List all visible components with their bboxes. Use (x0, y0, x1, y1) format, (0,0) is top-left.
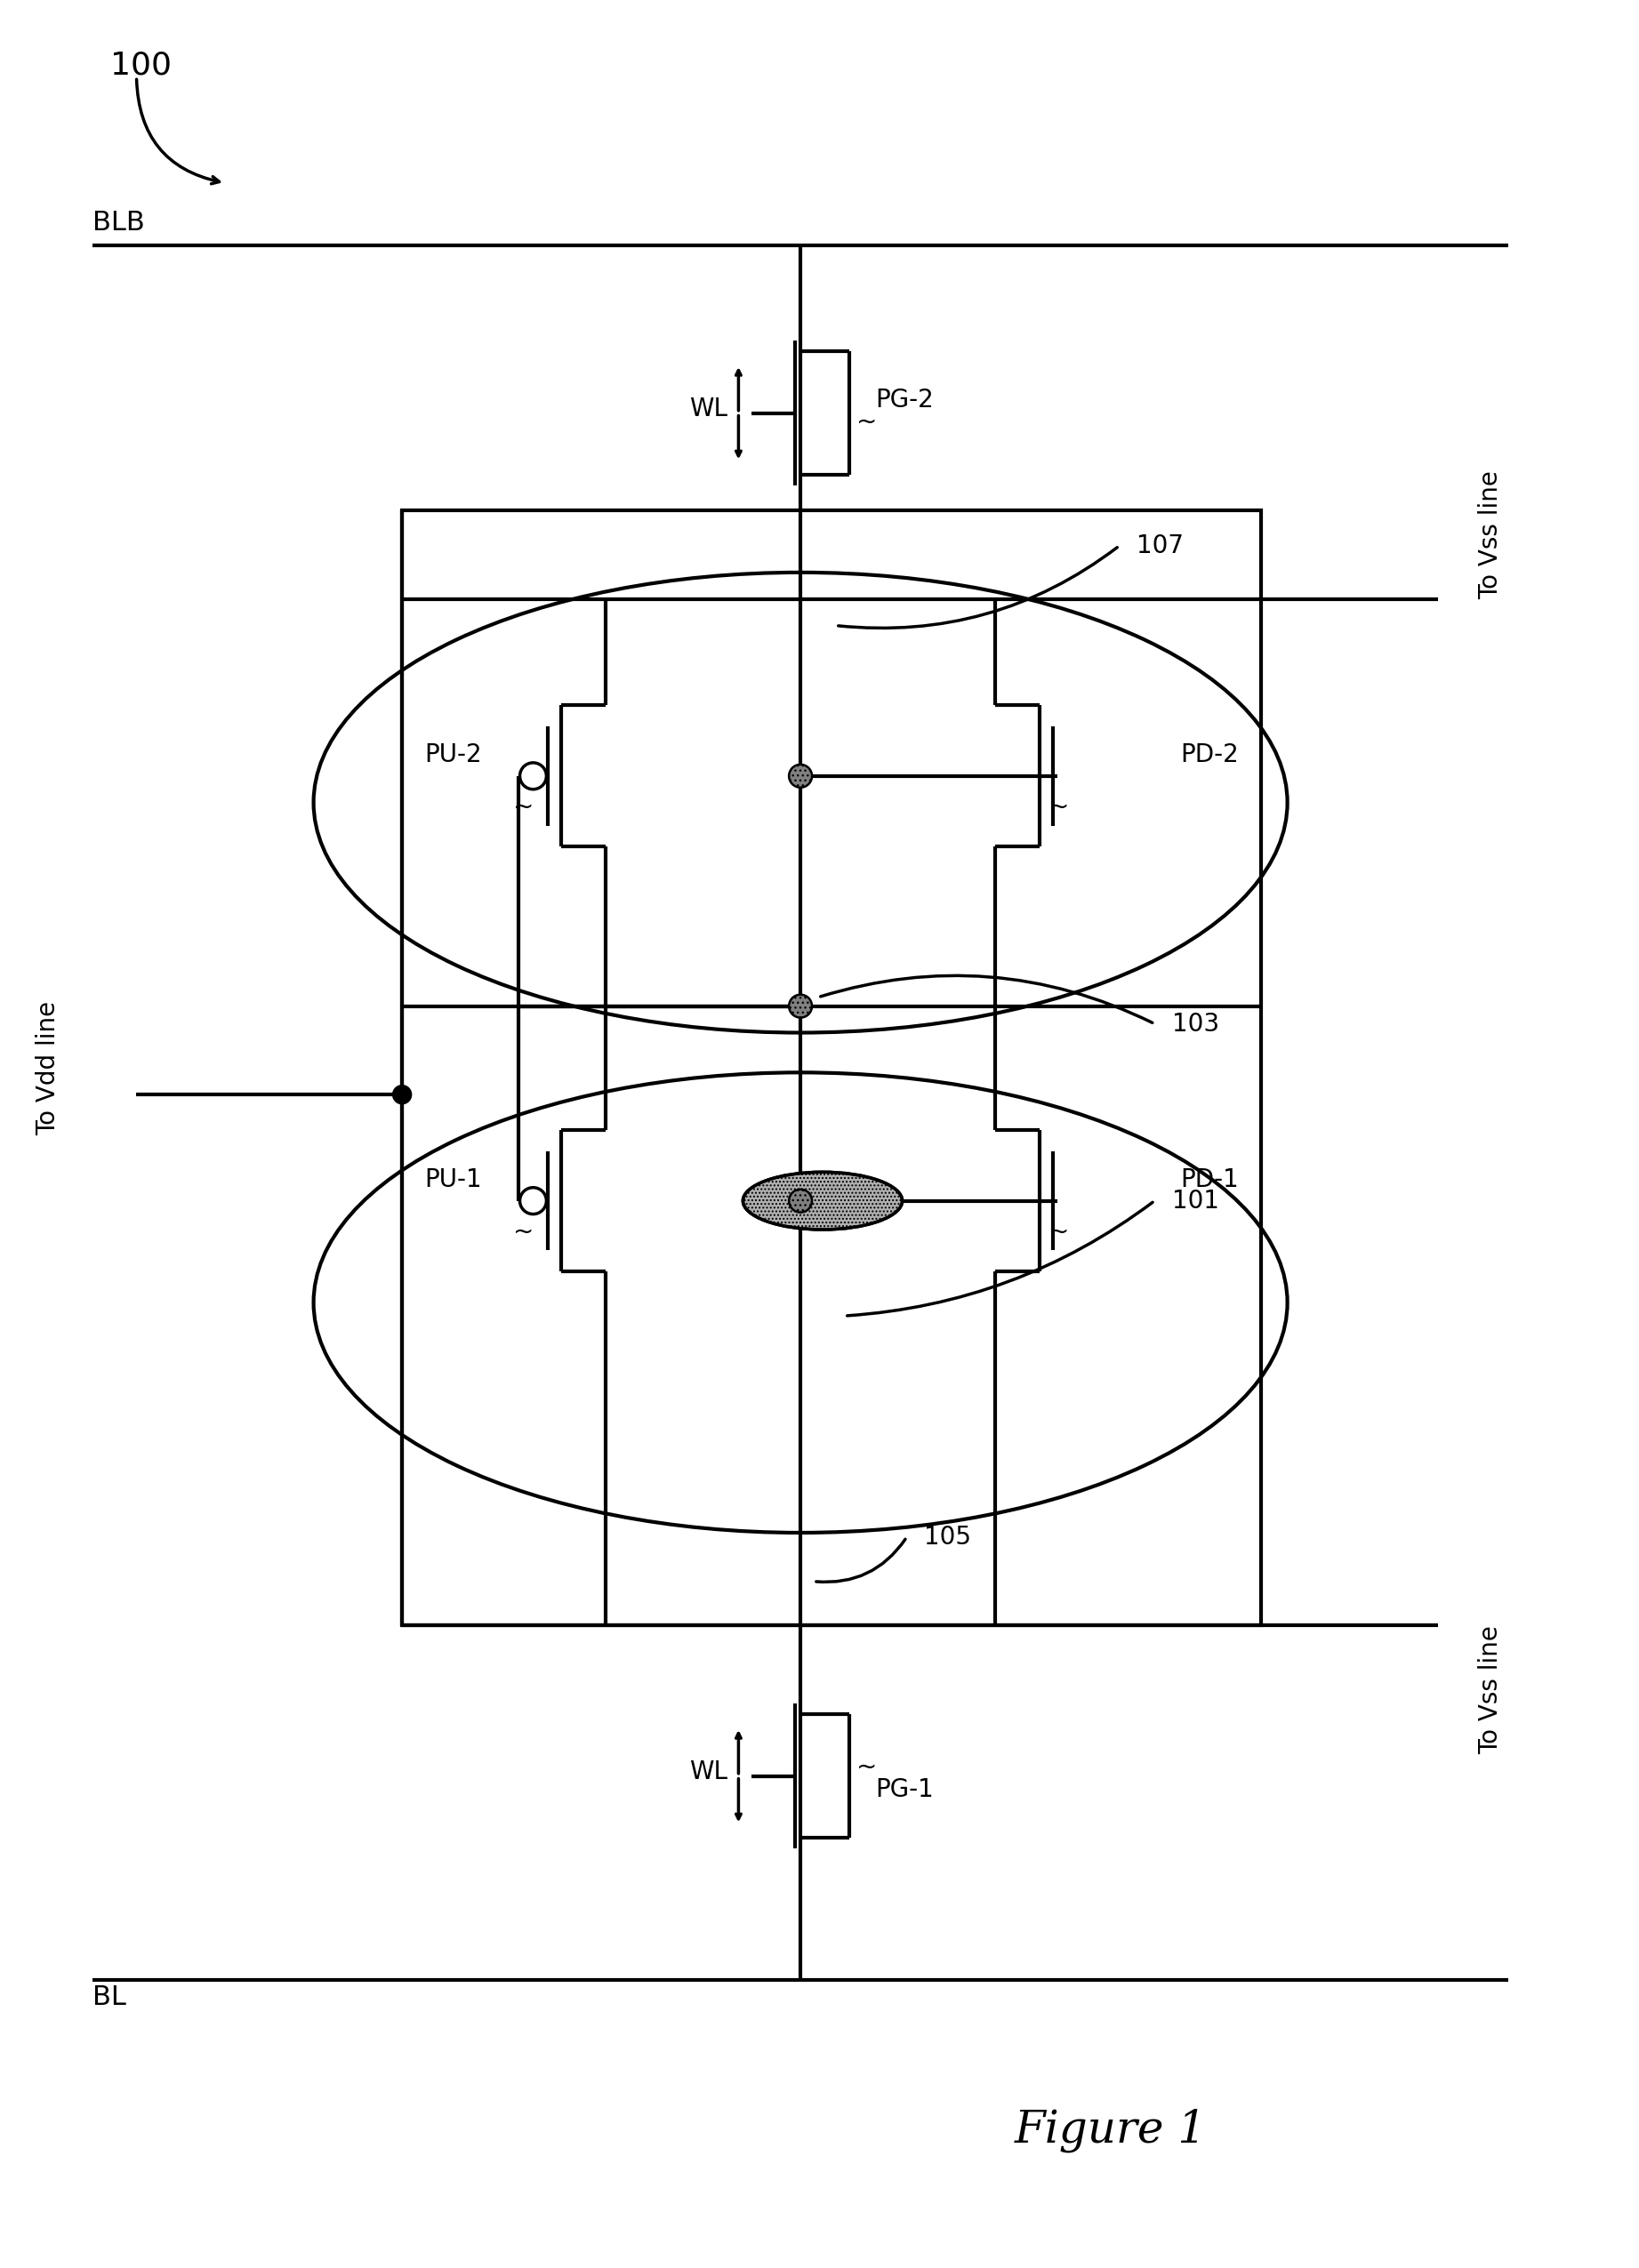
Text: PD-2: PD-2 (1180, 742, 1239, 767)
FancyArrowPatch shape (838, 547, 1118, 628)
Circle shape (788, 1188, 811, 1213)
Text: BL: BL (92, 1984, 126, 2009)
Text: WL: WL (690, 397, 728, 422)
Text: 103: 103 (1172, 1012, 1219, 1036)
Circle shape (788, 764, 811, 787)
Bar (402, 510, 1260, 1626)
Text: ~: ~ (856, 411, 877, 435)
Text: To Vdd line: To Vdd line (36, 1000, 61, 1136)
Text: To Vss line: To Vss line (1478, 469, 1503, 599)
Text: ~: ~ (513, 1220, 534, 1245)
Text: PU-2: PU-2 (425, 742, 482, 767)
FancyArrowPatch shape (821, 975, 1152, 1023)
Text: ~: ~ (513, 794, 534, 819)
Text: 101: 101 (1172, 1188, 1219, 1213)
Text: ~: ~ (856, 1755, 877, 1780)
Text: PU-1: PU-1 (425, 1168, 482, 1193)
Text: ~: ~ (1049, 1220, 1069, 1245)
FancyArrowPatch shape (816, 1540, 905, 1583)
Text: 107: 107 (1137, 533, 1183, 558)
FancyArrowPatch shape (847, 1202, 1152, 1315)
Text: PG-2: PG-2 (875, 388, 934, 413)
FancyArrowPatch shape (136, 79, 220, 184)
Text: Figure 1: Figure 1 (1015, 2109, 1206, 2152)
Text: PG-1: PG-1 (875, 1776, 934, 1801)
Text: PD-1: PD-1 (1180, 1168, 1239, 1193)
Text: 100: 100 (110, 50, 172, 79)
Text: To Vss line: To Vss line (1478, 1626, 1503, 1755)
Ellipse shape (742, 1173, 903, 1229)
Text: 105: 105 (924, 1524, 972, 1549)
Circle shape (393, 1086, 411, 1105)
Text: ~: ~ (1049, 794, 1069, 819)
Circle shape (788, 996, 811, 1018)
Text: BLB: BLB (92, 211, 144, 236)
Text: WL: WL (690, 1760, 728, 1785)
